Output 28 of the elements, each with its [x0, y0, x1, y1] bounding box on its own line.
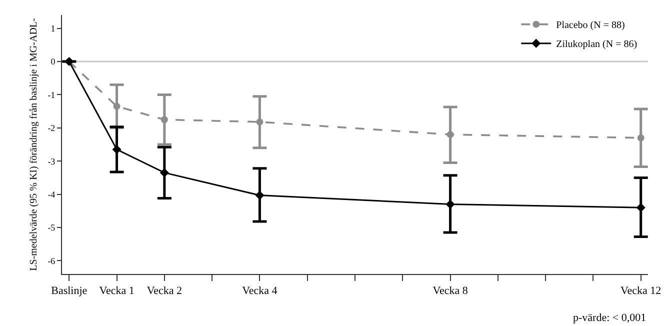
point — [113, 102, 120, 110]
y-tick-label: -3 — [48, 156, 56, 166]
y-tick-label: -4 — [48, 189, 56, 200]
y-tick-label: 1 — [50, 23, 56, 34]
y-tick-label: -6 — [48, 256, 56, 266]
x-tick-label: Baslinje — [51, 285, 88, 298]
point — [160, 168, 169, 178]
y-axis-title: LS-medelvärde (95 % KI) förändring från baslinje i MG-ADL- — [28, 18, 40, 271]
point — [255, 190, 264, 200]
point — [637, 134, 644, 142]
legend-label: Placebo (N = 88) — [556, 20, 625, 32]
x-tick-label: Vecka 8 — [432, 285, 468, 298]
point — [160, 116, 168, 124]
point — [256, 118, 264, 126]
point — [636, 203, 646, 212]
text: p-värde: < 0,001 — [573, 312, 646, 324]
point — [446, 200, 455, 209]
x-tick-label: Vecka 2 — [146, 285, 182, 298]
y-tick-label: -1 — [48, 90, 56, 100]
x-tick-label: Vecka 1 — [99, 285, 134, 298]
point — [112, 144, 122, 154]
legend-label: Zilukoplan (N = 86) — [556, 39, 638, 50]
y-tick-label: -2 — [48, 123, 56, 134]
x-tick-label: Vecka 12 — [620, 285, 662, 298]
point — [446, 131, 454, 138]
x-tick-label: Vecka 4 — [242, 285, 278, 298]
y-tick-label: 0 — [50, 56, 56, 67]
y-tick-label: -5 — [48, 222, 56, 233]
